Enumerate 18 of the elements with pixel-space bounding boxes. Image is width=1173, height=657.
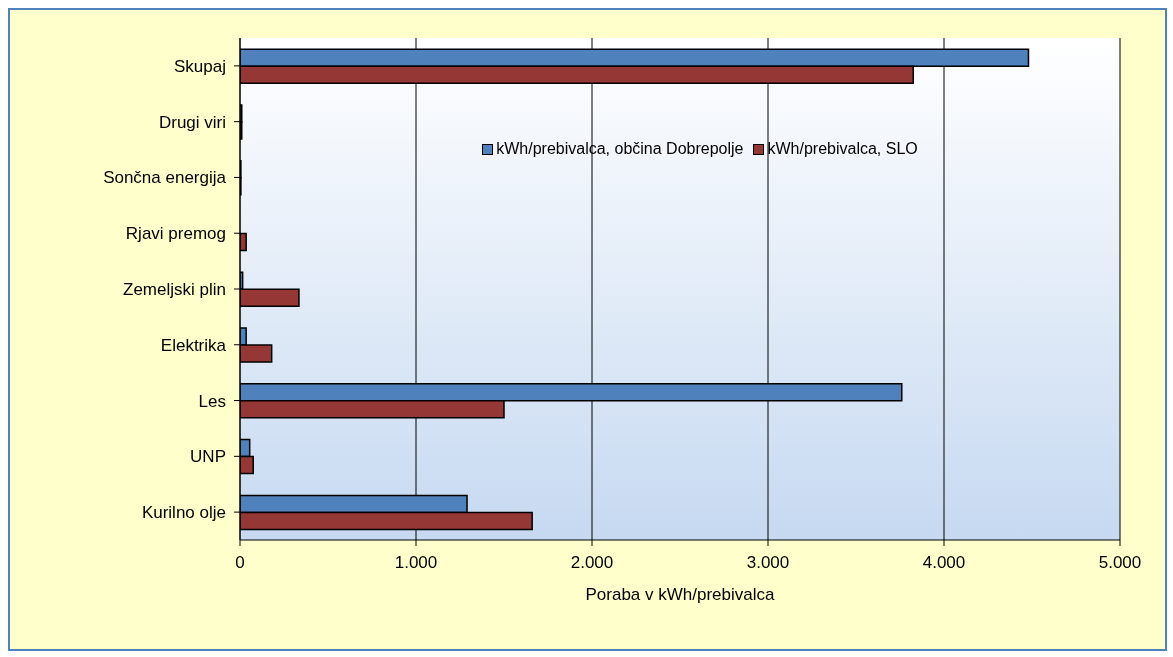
y-tick-label: Rjavi premog	[125, 224, 226, 244]
y-tick-label: Sončna energija	[103, 168, 227, 188]
legend-label: kWh/prebivalca, občina Dobrepolje	[496, 140, 744, 158]
y-tick-label: UNP	[190, 447, 226, 467]
x-tick-label: 3.000	[746, 553, 790, 573]
x-tick-label: 0	[235, 553, 245, 573]
y-tick-label: Kurilno olje	[141, 503, 226, 523]
y-tick-label: Skupaj	[174, 56, 226, 76]
x-tick-label: 5.000	[1098, 553, 1142, 573]
y-tick-label: Elektrika	[160, 335, 227, 355]
legend-label: kWh/prebivalca, SLO	[767, 140, 918, 158]
x-axis-title: Poraba v kWh/prebivalca	[585, 585, 776, 604]
x-tick-label: 1.000	[394, 553, 438, 573]
x-tick-label: 2.000	[570, 553, 614, 573]
y-tick-label: Les	[198, 391, 226, 411]
x-tick-label: 4.000	[922, 553, 966, 573]
y-tick-label: Zemeljski plin	[123, 280, 226, 300]
y-tick-label: Drugi viri	[158, 112, 226, 132]
